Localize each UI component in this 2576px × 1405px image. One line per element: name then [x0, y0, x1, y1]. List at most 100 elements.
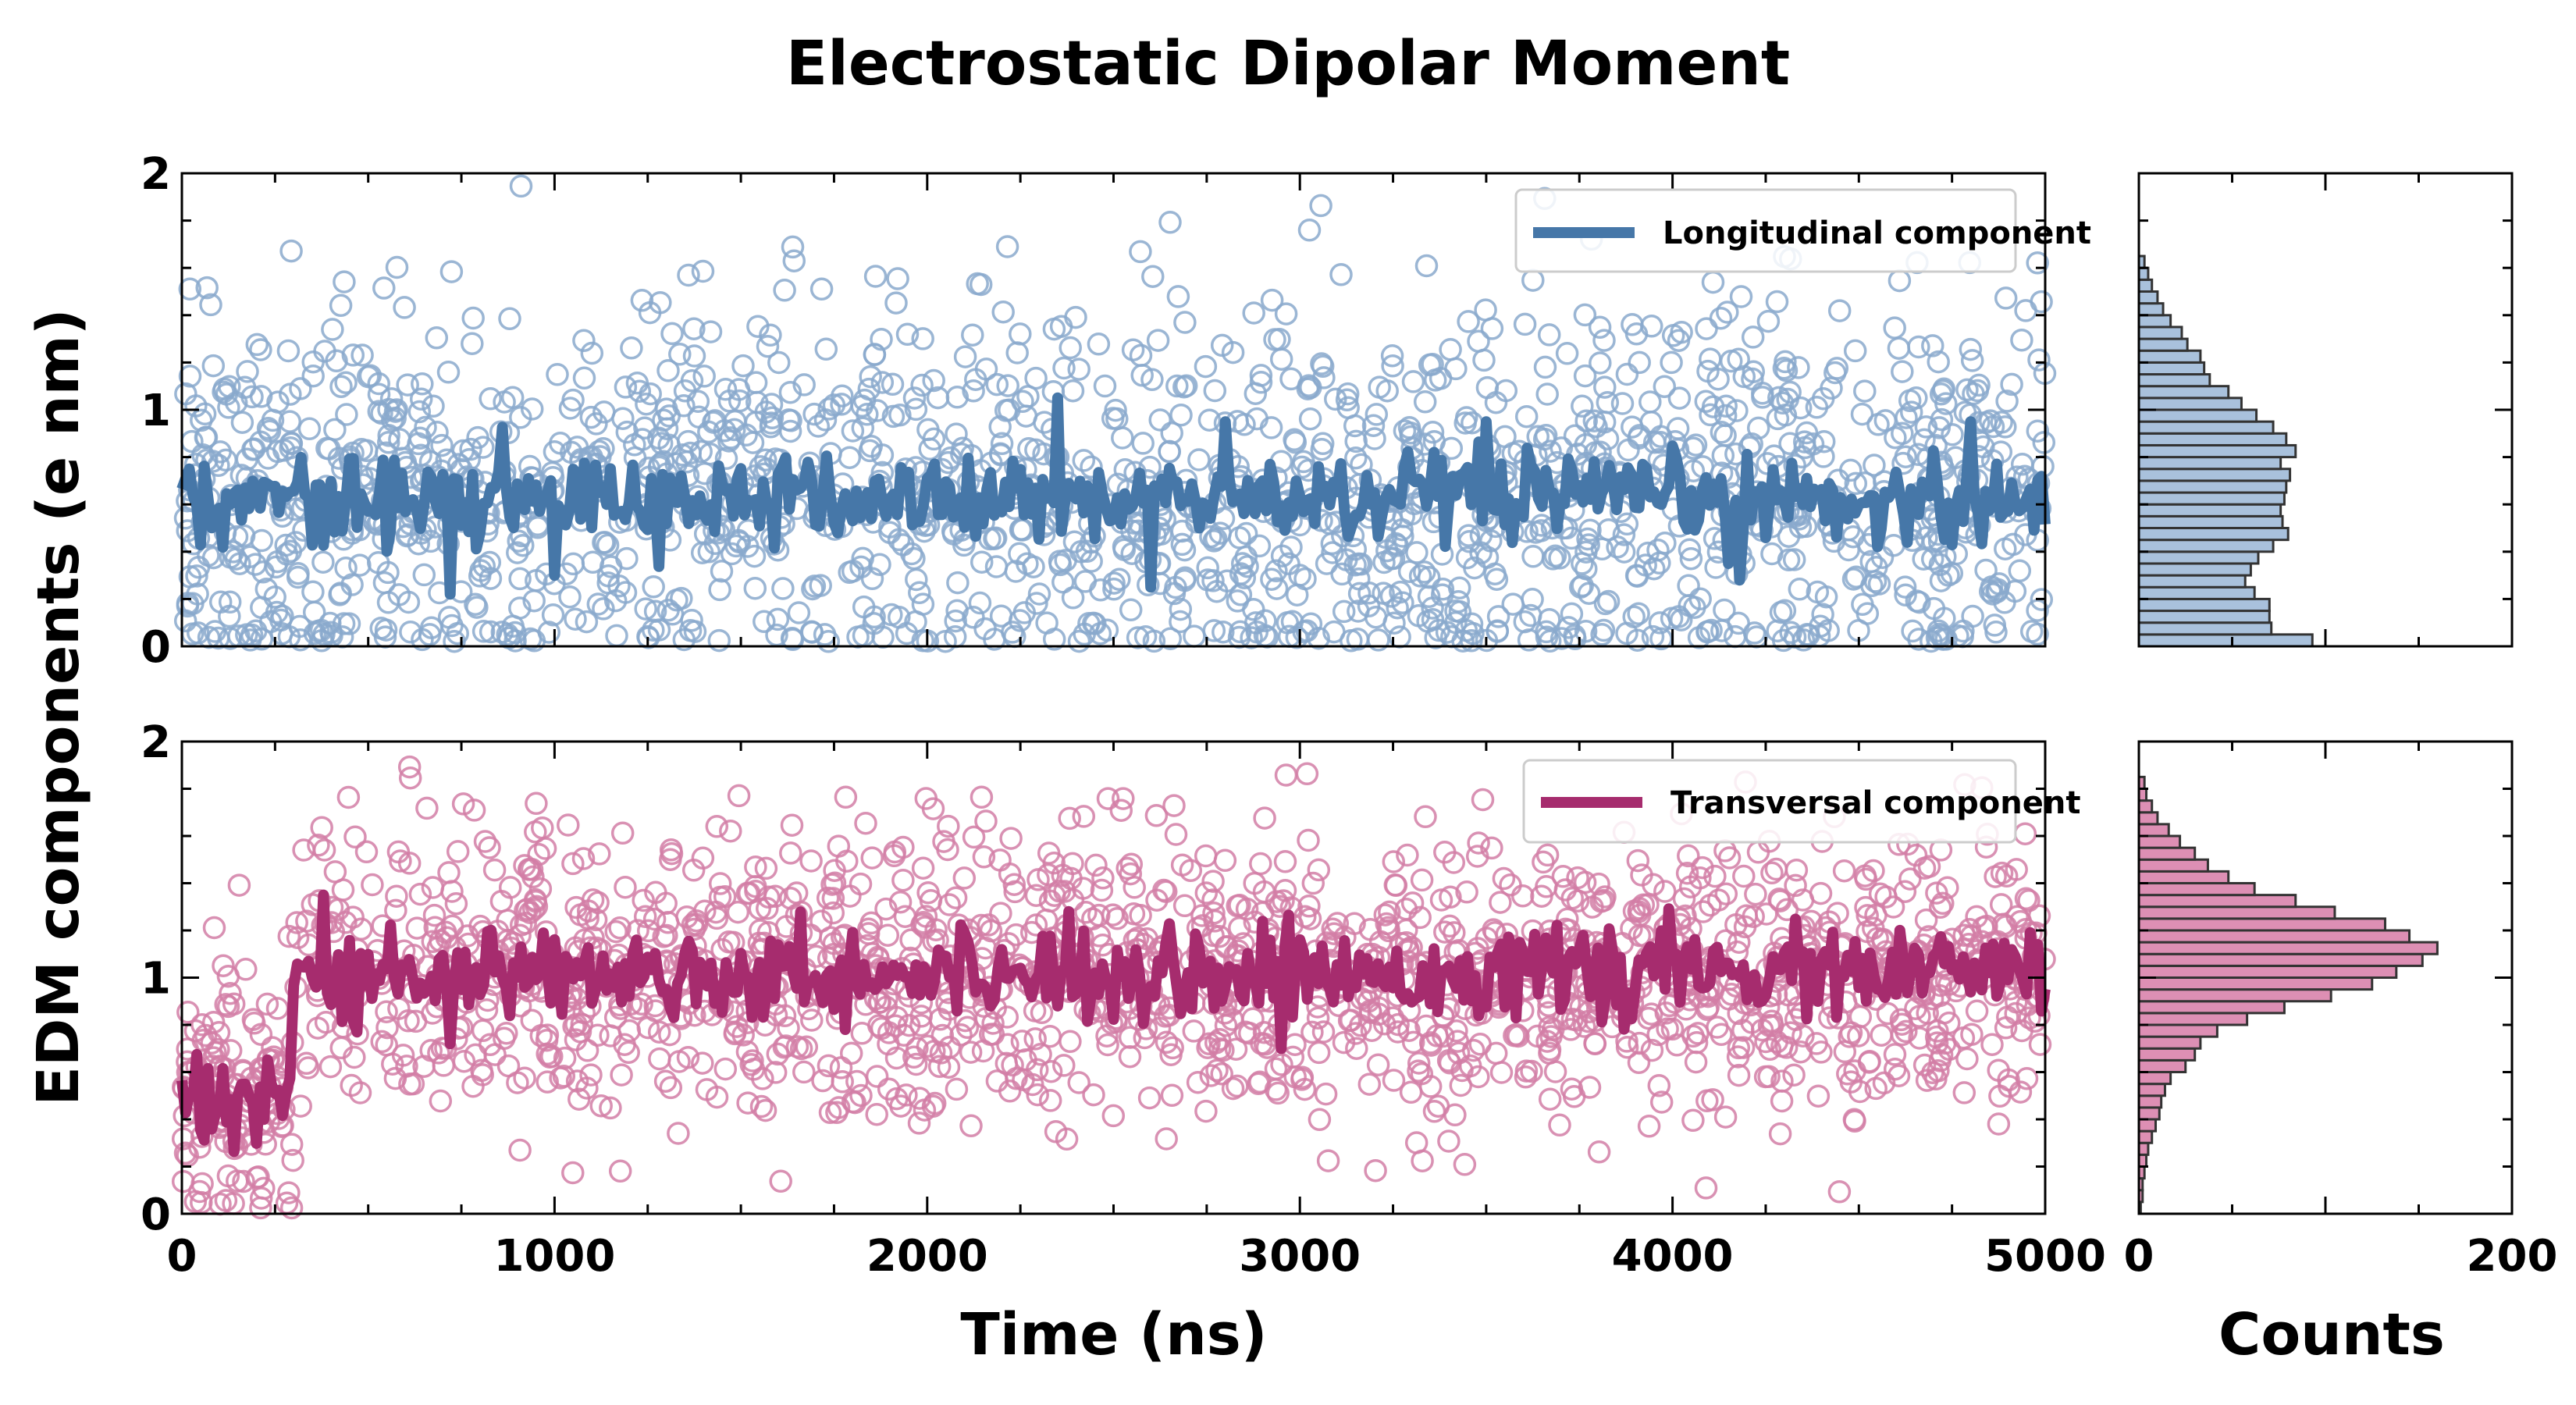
- scatter-point: [1876, 1001, 1900, 1026]
- scatter-point: [190, 408, 213, 432]
- scatter-point: [1146, 329, 1170, 352]
- scatter-point: [2028, 1033, 2052, 1056]
- scatter-point: [521, 865, 545, 889]
- scatter-point: [769, 1169, 792, 1193]
- scatter-point: [929, 1041, 953, 1065]
- scatter-point: [751, 1067, 774, 1090]
- scatter-point: [952, 866, 977, 890]
- scatter-point: [647, 426, 671, 450]
- histogram-bar: [2137, 858, 2209, 873]
- scatter-point: [1228, 916, 1251, 940]
- scatter-point: [780, 813, 804, 837]
- scatter-point: [1660, 350, 1683, 375]
- scatter-point: [922, 368, 945, 393]
- scatter-point: [1560, 1007, 1585, 1031]
- scatter-point: [1774, 358, 1799, 382]
- scatter-point: [1532, 850, 1555, 874]
- scatter-point: [1714, 929, 1738, 952]
- scatter-point: [1008, 542, 1031, 566]
- scatter-point: [307, 834, 330, 857]
- legend-longitudinal: Longitudinal component: [1514, 188, 2091, 273]
- scatter-point: [767, 350, 791, 375]
- histogram-bar: [2137, 349, 2202, 364]
- scatter-point: [913, 916, 937, 939]
- tick-label: 1: [141, 954, 171, 1005]
- scatter-point: [1444, 599, 1468, 623]
- scatter-point: [585, 412, 608, 436]
- scatter-point: [845, 1069, 869, 1094]
- scatter-point: [580, 341, 604, 365]
- scatter-point: [656, 359, 680, 382]
- scatter-point: [1379, 585, 1404, 608]
- scatter-point: [923, 1091, 947, 1115]
- scatter-point: [644, 880, 667, 905]
- scatter-point: [312, 838, 336, 862]
- scatter-point: [1382, 1069, 1406, 1092]
- scatter-point: [1744, 882, 1767, 906]
- scatter-point: [908, 1087, 931, 1110]
- scatter-point: [1027, 582, 1051, 606]
- scatter-point: [568, 1087, 591, 1111]
- scatter-point: [263, 585, 286, 609]
- scatter-point: [173, 609, 197, 633]
- histogram-bar: [2137, 1118, 2158, 1133]
- scatter-point: [462, 799, 486, 822]
- legend-box: [1522, 759, 2017, 844]
- scatter-point: [1485, 567, 1509, 591]
- scatter-point: [1916, 1001, 1939, 1025]
- scatter-point: [934, 629, 957, 653]
- scatter-point: [1042, 317, 1066, 341]
- scatter-point: [659, 848, 682, 871]
- scatter-point: [1084, 853, 1108, 877]
- scatter-point: [2014, 299, 2037, 322]
- scatter-point: [1401, 370, 1425, 393]
- scatter-point: [1857, 1051, 1881, 1074]
- scatter-point: [1653, 375, 1677, 398]
- scatter-point: [1887, 1064, 1911, 1087]
- scatter-point: [593, 531, 617, 554]
- scatter-point: [1768, 1122, 1792, 1146]
- scatter-point: [998, 1080, 1022, 1103]
- scatter-point: [1344, 446, 1368, 470]
- scatter-point: [990, 432, 1014, 456]
- scatter-point: [1025, 592, 1048, 615]
- scatter-point: [630, 289, 654, 312]
- scatter-point: [2010, 328, 2033, 352]
- scatter-point: [1202, 902, 1226, 925]
- scatter-point: [1777, 548, 1801, 572]
- scatter-point: [1893, 575, 1917, 599]
- scatter-point: [1596, 589, 1621, 614]
- scatter-point: [1357, 1072, 1382, 1096]
- scatter-point: [185, 564, 208, 588]
- scatter-point: [771, 577, 795, 600]
- scatter-point: [1538, 1016, 1561, 1039]
- scatter-point: [1129, 240, 1152, 264]
- scatter-point: [496, 909, 519, 932]
- scatter-point: [888, 890, 913, 914]
- scatter-point: [425, 326, 449, 350]
- scatter-point: [1279, 535, 1303, 559]
- scatter-point: [1827, 299, 1852, 322]
- scatter-point: [1593, 592, 1617, 616]
- scatter-point: [1538, 607, 1561, 631]
- scatter-point: [1091, 866, 1115, 890]
- scatter-point: [1699, 403, 1722, 427]
- scatter-point: [370, 1030, 393, 1054]
- chart-title: Electrostatic Dipolar Moment: [786, 29, 1790, 99]
- scatter-point: [1166, 285, 1190, 308]
- scatter-point: [930, 1023, 955, 1048]
- scatter-point: [1907, 335, 1930, 359]
- scatter-point: [611, 407, 635, 430]
- scatter-point: [1413, 432, 1436, 456]
- scatter-point: [736, 535, 760, 558]
- scatter-point: [1779, 621, 1802, 645]
- scatter-point: [806, 414, 831, 438]
- scatter-point: [1169, 597, 1193, 621]
- scatter-point: [1170, 519, 1194, 543]
- scatter-point: [1233, 1020, 1258, 1044]
- scatter-point: [1082, 1083, 1105, 1107]
- histogram-bar: [2137, 491, 2286, 506]
- scatter-point: [276, 339, 301, 363]
- scatter-point: [1297, 828, 1320, 852]
- scatter-point: [1159, 1043, 1183, 1066]
